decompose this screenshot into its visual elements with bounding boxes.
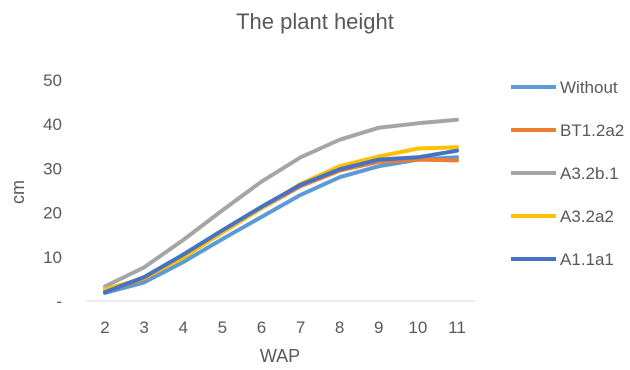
chart-title: The plant height xyxy=(236,9,394,34)
x-tick-label: 11 xyxy=(448,318,466,337)
x-tick-label: 5 xyxy=(218,318,227,337)
y-tick-label: - xyxy=(56,292,62,311)
series-lines xyxy=(103,117,459,295)
y-tick-labels: - 10 20 30 40 50 xyxy=(43,71,62,311)
legend-label: BT1.2a2 xyxy=(560,121,624,140)
legend: Without BT1.2a2 A3.2b.1 A3.2a2 A1.1a1 xyxy=(511,78,624,269)
x-tick-label: 3 xyxy=(139,318,148,337)
x-tick-label: 2 xyxy=(100,318,109,337)
x-tick-label: 4 xyxy=(178,318,187,337)
x-axis-label: WAP xyxy=(260,346,300,366)
y-axis-label: cm xyxy=(8,180,28,204)
series-line-a3-2b-1 xyxy=(103,117,459,289)
y-tick-label: 10 xyxy=(43,248,62,267)
x-tick-label: 6 xyxy=(257,318,266,337)
y-tick-label: 20 xyxy=(43,204,62,223)
series-line-a1-1a1 xyxy=(103,148,459,295)
y-tick-label: 50 xyxy=(43,71,62,90)
legend-label: A1.1a1 xyxy=(560,250,614,269)
x-tick-labels: 2 3 4 5 6 7 8 9 10 11 xyxy=(100,318,466,337)
x-tick-label: 10 xyxy=(408,318,427,337)
x-tick-label: 7 xyxy=(296,318,305,337)
legend-label: A3.2a2 xyxy=(560,207,614,226)
y-tick-label: 30 xyxy=(43,159,62,178)
x-tick-label: 8 xyxy=(335,318,344,337)
series-line-without xyxy=(103,155,459,295)
legend-label: A3.2b.1 xyxy=(560,164,619,183)
y-tick-label: 40 xyxy=(43,115,62,134)
x-tick-label: 9 xyxy=(374,318,383,337)
legend-label: Without xyxy=(560,78,618,97)
